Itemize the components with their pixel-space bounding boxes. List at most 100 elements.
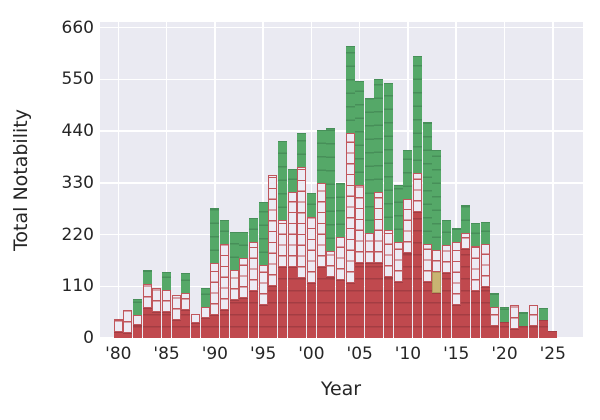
bar-1981 (123, 309, 133, 338)
bar-segment-green-solid (461, 204, 471, 234)
bar-segment-red-solid (133, 325, 143, 338)
bar-1984 (152, 288, 162, 338)
bar-segment-white-outlined (471, 246, 481, 291)
bar-2013 (432, 149, 442, 338)
bar-segment-white-outlined (258, 265, 268, 306)
bar-segment-green-solid (239, 232, 249, 259)
bar-2005 (355, 81, 365, 338)
gridline-vertical (310, 22, 313, 338)
bar-segment-red-solid (432, 293, 442, 338)
bar-segment-red-solid (364, 263, 374, 338)
bar-segment-red-solid (316, 267, 326, 338)
bar-segment-green-solid (422, 121, 432, 244)
bar-segment-green-solid (374, 79, 384, 193)
bar-2014 (442, 220, 452, 338)
bar-segment-white-outlined (326, 251, 336, 277)
bar-segment-green-solid (248, 218, 258, 242)
bar-1996 (268, 174, 278, 338)
bar-segment-white-outlined (306, 216, 316, 283)
bar-segment-red-solid (123, 333, 133, 338)
bar-segment-white-outlined (316, 182, 326, 268)
bar-segment-red-solid (229, 299, 239, 338)
y-tick-440: 440 (61, 121, 94, 142)
bar-2023 (528, 305, 538, 338)
bar-segment-white-outlined (171, 294, 181, 321)
x-tick-10: '10 (394, 344, 422, 364)
bar-2019 (490, 293, 500, 338)
gridline-horizontal (100, 26, 583, 29)
gridline-horizontal (100, 182, 583, 184)
bar-1997 (277, 140, 287, 338)
bar-segment-red-solid (220, 309, 229, 338)
bar-segment-red-solid (461, 248, 471, 338)
bar-segment-white-outlined (229, 269, 239, 300)
bar-segment-gold-solid (432, 271, 442, 294)
bar-segment-green-solid (471, 222, 481, 247)
y-tick-330: 330 (61, 172, 94, 193)
gridline-vertical (214, 22, 216, 338)
bar-segment-red-solid (422, 281, 432, 338)
y-tick-550: 550 (61, 69, 94, 90)
bar-1999 (297, 133, 307, 338)
bar-segment-red-solid (471, 290, 481, 338)
bar-segment-white-outlined (113, 319, 123, 332)
bar-2022 (519, 311, 529, 338)
y-tick-110: 110 (61, 276, 94, 297)
gridline-vertical (117, 22, 120, 338)
bar-segment-white-outlined (374, 192, 384, 263)
x-tick-25: '25 (539, 344, 566, 364)
bar-segment-white-outlined (123, 309, 133, 334)
bar-segment-white-outlined (451, 241, 461, 306)
bar-segment-red-solid (326, 276, 336, 338)
bar-1992 (229, 231, 239, 338)
bar-1980 (113, 319, 123, 338)
bar-segment-white-outlined (355, 184, 365, 264)
bar-segment-green-solid (335, 183, 345, 237)
bar-2024 (538, 308, 548, 338)
gridline-vertical (165, 22, 168, 338)
x-tick-15: '15 (443, 344, 470, 364)
gridline-horizontal (100, 78, 583, 81)
bar-segment-white-outlined (210, 263, 220, 315)
bar-segment-red-solid (528, 326, 538, 338)
bar-segment-white-outlined (461, 233, 471, 249)
bar-segment-green-solid (297, 133, 307, 167)
bar-segment-green-solid (432, 149, 442, 251)
bar-segment-white-outlined (239, 258, 249, 299)
bar-segment-green-solid (384, 83, 394, 230)
x-tick-05: '05 (346, 344, 373, 364)
bar-segment-green-solid (413, 56, 423, 173)
x-tick-80: '80 (105, 344, 132, 364)
bar-1995 (258, 201, 268, 338)
bar-2001 (316, 129, 326, 338)
bar-segment-red-solid (548, 330, 558, 338)
bar-segment-red-solid (191, 323, 201, 338)
bar-segment-red-solid (500, 321, 509, 338)
bar-2010 (403, 149, 413, 338)
bar-segment-red-solid (181, 309, 191, 338)
gridline-vertical (455, 22, 457, 338)
bar-2016 (461, 204, 471, 338)
bar-1998 (287, 168, 297, 338)
bar-1985 (162, 272, 172, 338)
bar-segment-green-solid (316, 129, 326, 183)
x-tick-20: '20 (491, 344, 518, 364)
y-axis-label: Total Notability (10, 109, 32, 251)
bar-segment-red-solid (258, 305, 268, 338)
bar-segment-red-solid (287, 267, 297, 338)
bar-segment-red-solid (113, 331, 123, 338)
bar-segment-red-solid (306, 282, 316, 338)
bar-segment-green-solid (364, 98, 374, 234)
bar-segment-white-outlined (432, 250, 442, 272)
bar-segment-white-outlined (364, 233, 374, 264)
bar-1986 (171, 294, 181, 338)
bar-2025 (548, 330, 558, 338)
bar-segment-white-outlined (384, 229, 394, 277)
bar-segment-green-solid (519, 311, 529, 327)
bar-segment-white-outlined (413, 172, 423, 212)
bar-1989 (200, 288, 210, 338)
bar-segment-red-solid (200, 318, 210, 338)
bar-1993 (239, 232, 249, 338)
bar-segment-red-solid (519, 326, 529, 338)
bar-segment-red-solid (442, 273, 452, 338)
